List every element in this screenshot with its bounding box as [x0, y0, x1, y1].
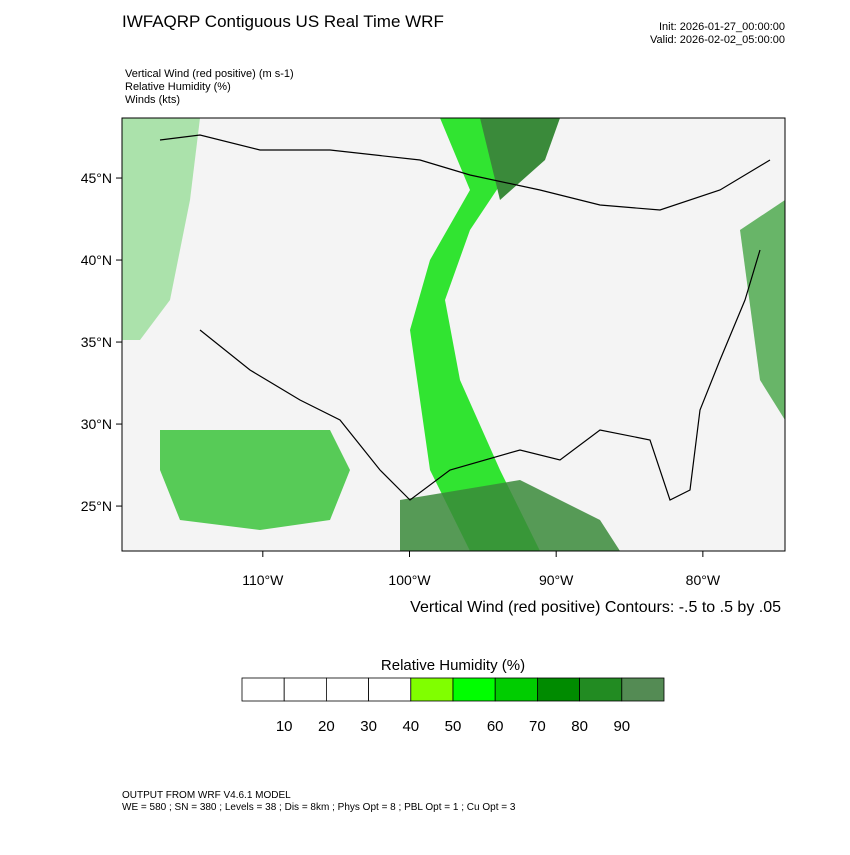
field-label: Winds (kts): [125, 94, 180, 106]
colorbar-box: [368, 677, 412, 702]
field-label: Relative Humidity (%): [125, 81, 231, 93]
colorbar-box: [410, 677, 454, 702]
border: [159, 134, 771, 211]
colorbar-box: [537, 677, 581, 702]
lat-label: 40°N: [81, 252, 112, 268]
footer-settings: WE = 580 ; SN = 380 ; Levels = 38 ; Dis …: [122, 802, 516, 813]
lon-label: 100°W: [388, 572, 431, 588]
coastline: [199, 249, 761, 501]
contour-note: Vertical Wind (red positive) Contours: -…: [410, 599, 781, 616]
colorbar-title: Relative Humidity (%): [381, 657, 525, 674]
footer-model: OUTPUT FROM WRF V4.6.1 MODEL: [122, 790, 291, 801]
init-time: Init: 2026-01-27_00:00:00: [659, 21, 785, 33]
colorbar-label: 10: [276, 718, 293, 735]
field-label: Vertical Wind (red positive) (m s-1): [125, 68, 294, 80]
colorbar-box: [579, 677, 623, 702]
lon-label: 80°W: [686, 572, 721, 588]
colorbar-label: 20: [318, 718, 335, 735]
lat-label: 25°N: [81, 498, 112, 514]
colorbar-box: [452, 677, 496, 702]
colorbar-box: [283, 677, 327, 702]
map-area: [121, 117, 786, 552]
humidity-area: [160, 430, 350, 530]
colorbar-box: [494, 677, 538, 702]
humidity-area: [400, 480, 620, 551]
colorbar-label: 70: [529, 718, 546, 735]
title: IWFAQRP Contiguous US Real Time WRF: [122, 12, 444, 31]
humidity-area: [122, 118, 200, 340]
lon-label: 90°W: [539, 572, 574, 588]
lon-label: 110°W: [242, 572, 284, 588]
colorbar-label: 50: [445, 718, 462, 735]
lat-label: 45°N: [81, 170, 112, 186]
colorbar-box: [241, 677, 285, 702]
colorbar-label: 30: [360, 718, 377, 735]
humidity-area: [740, 200, 785, 420]
colorbar-label: 60: [487, 718, 504, 735]
valid-time: Valid: 2026-02-02_05:00:00: [650, 34, 785, 46]
humidity-area: [480, 118, 560, 200]
colorbar-box: [325, 677, 369, 702]
colorbar-label: 80: [571, 718, 588, 735]
map-frame: [121, 117, 786, 552]
colorbar-box: [621, 677, 665, 702]
lat-label: 30°N: [81, 416, 112, 432]
colorbar-label: 90: [613, 718, 630, 735]
humidity-area: [410, 118, 540, 551]
colorbar-label: 40: [402, 718, 419, 735]
lat-label: 35°N: [81, 334, 112, 350]
